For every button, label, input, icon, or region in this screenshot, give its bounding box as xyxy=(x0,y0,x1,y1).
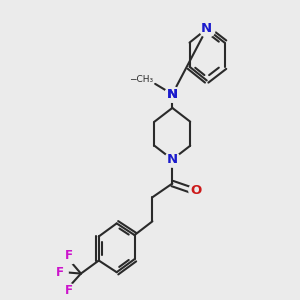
Text: F: F xyxy=(56,266,64,279)
Text: O: O xyxy=(191,184,202,197)
Text: N: N xyxy=(167,88,178,101)
Text: F: F xyxy=(64,284,73,297)
Text: N: N xyxy=(201,22,212,35)
Text: N: N xyxy=(167,153,178,166)
Text: N: N xyxy=(167,88,178,101)
Text: F: F xyxy=(64,249,73,262)
Text: −CH₃: −CH₃ xyxy=(129,75,153,84)
